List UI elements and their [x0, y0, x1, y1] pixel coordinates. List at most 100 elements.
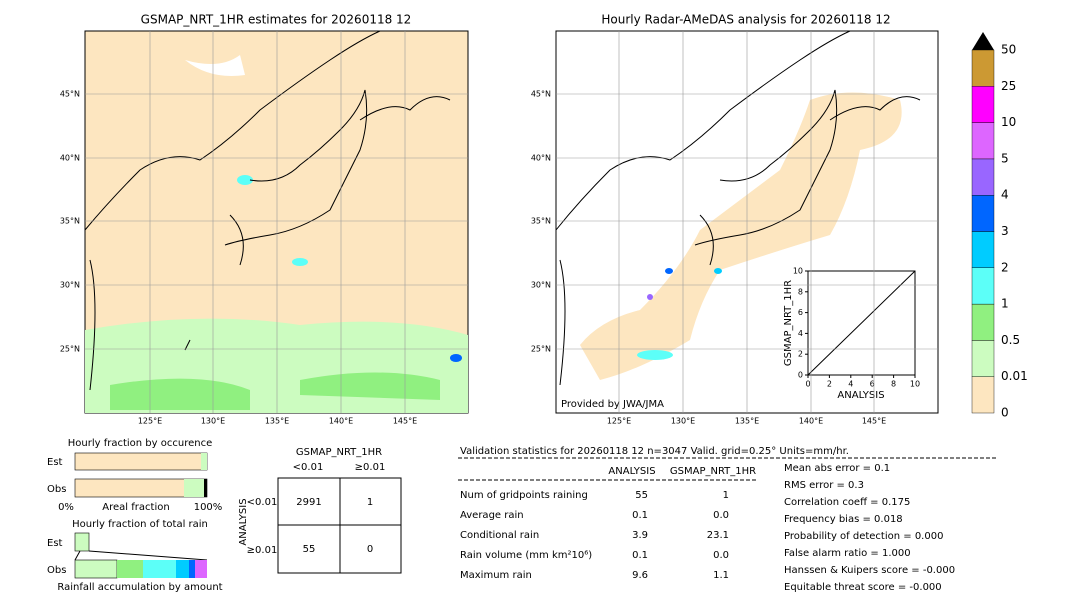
- lon-label: 125°E: [607, 417, 631, 426]
- colorbar-box: [971, 340, 995, 377]
- table-grid: [278, 478, 401, 573]
- column-header: <0.01: [293, 462, 324, 473]
- score: RMS error = 0.3: [784, 480, 864, 491]
- map-title: GSMAP_NRT_1HR estimates for 20260118 12: [141, 13, 412, 27]
- row-label: Maximum rain: [460, 570, 532, 581]
- lat-label: 45°N: [531, 90, 551, 99]
- column-header: GSMAP_NRT_1HR: [670, 466, 756, 477]
- lon-label: 140°E: [329, 417, 353, 426]
- colorbar-box: [971, 158, 995, 196]
- no-data: [185, 55, 245, 76]
- cell: 0: [367, 544, 373, 555]
- colorbar-label: 5: [1001, 151, 1009, 165]
- credit: Provided by JWA/JMA: [561, 399, 664, 410]
- axis-label: Areal fraction: [102, 502, 169, 513]
- rain-area: [580, 92, 902, 380]
- inset-x-label: ANALYSIS: [837, 390, 884, 401]
- y-tick-label: 8: [798, 287, 803, 296]
- colorbar-box: [971, 194, 995, 232]
- row-label: Average rain: [460, 510, 524, 521]
- y-tick-label: 6: [798, 308, 803, 317]
- cell: 2991: [296, 497, 321, 508]
- colorbar-label: 50: [1001, 43, 1016, 57]
- lon-label: 130°E: [201, 417, 225, 426]
- colorbar-box: [971, 122, 995, 160]
- colorbar-label: 4: [1001, 188, 1009, 202]
- coastline: [84, 30, 451, 391]
- inset-y-label: GSMAP_NRT_1HR: [783, 280, 794, 366]
- lon-label: 130°E: [671, 417, 695, 426]
- cell: 55: [303, 544, 316, 555]
- column-header: ANALYSIS: [608, 466, 655, 477]
- x-tick-label: 10: [910, 380, 920, 389]
- colorbar-box: [971, 303, 995, 341]
- fraction-bar: [143, 560, 176, 578]
- column-header: ≥0.01: [355, 462, 386, 473]
- rain-area: [110, 372, 440, 410]
- fraction-bar: [176, 560, 189, 578]
- colorbar: 0 0.01 0.5 1 2 3 4 5 10 25 50: [971, 32, 1028, 420]
- lat-label: 25°N: [60, 345, 80, 354]
- x-tick-label: 0: [805, 380, 810, 389]
- validation-header: Validation statistics for 20260118 12 n=…: [460, 446, 849, 457]
- score: Correlation coeff = 0.175: [784, 497, 910, 508]
- row-label: Obs: [47, 565, 66, 576]
- row-label: Obs: [47, 484, 66, 495]
- lon-label: 145°E: [393, 417, 417, 426]
- map-title: Hourly Radar-AMeDAS analysis for 2026011…: [601, 13, 890, 27]
- score: Hanssen & Kuipers score = -0.000: [784, 565, 955, 576]
- colorbar-label: 0.01: [1001, 369, 1028, 383]
- cell: 1: [367, 497, 373, 508]
- colorbar-label: 1: [1001, 297, 1009, 311]
- colorbar-label: 0.5: [1001, 333, 1020, 347]
- fraction-bar: [189, 560, 195, 578]
- colorbar-box: [971, 86, 995, 123]
- lat-label: 25°N: [531, 345, 551, 354]
- fraction-bar: [117, 560, 143, 578]
- score: Probability of detection = 0.000: [784, 531, 943, 542]
- table-ylabel: ANALYSIS: [238, 498, 249, 545]
- contingency-table: GSMAP_NRT_1HR <0.01 ≥0.01 ANALYSIS <0.01…: [238, 447, 402, 574]
- y-tick-label: 4: [798, 329, 803, 338]
- rain-area: [637, 350, 673, 360]
- analysis-value: 9.6: [632, 570, 648, 581]
- fraction-bar: [74, 559, 118, 579]
- lat-label: 45°N: [60, 90, 80, 99]
- row-header: ≥0.01: [247, 545, 278, 556]
- fraction-bar: [204, 479, 207, 497]
- fraction-bar: [195, 560, 207, 578]
- gsmap-value: 0.0: [713, 510, 729, 521]
- colorbar-box: [971, 49, 995, 87]
- colorbar-label: 3: [1001, 224, 1009, 238]
- y-tick-label: 0: [798, 371, 803, 380]
- colorbar-label: 10: [1001, 115, 1016, 129]
- colorbar-box: [971, 231, 995, 268]
- panel-footer: Rainfall accumulation by amount: [57, 582, 222, 593]
- lat-label: 35°N: [60, 217, 80, 226]
- diagonal: [807, 270, 916, 376]
- score: Mean abs error = 0.1: [784, 463, 890, 474]
- row-label: Conditional rain: [460, 530, 539, 541]
- analysis-value: 3.9: [632, 530, 648, 541]
- axis-label: 100%: [194, 502, 223, 513]
- coastline: [555, 30, 921, 386]
- lon-label: 135°E: [265, 417, 289, 426]
- score: Equitable threat score = -0.000: [784, 582, 942, 593]
- connector: [74, 550, 208, 561]
- lat-label: 40°N: [531, 154, 551, 163]
- lat-label: 35°N: [531, 217, 551, 226]
- y-tick-label: 2: [798, 350, 803, 359]
- x-tick-label: 4: [848, 380, 853, 389]
- left-map: [84, 30, 469, 414]
- row-label: Num of gridpoints raining: [460, 490, 588, 501]
- gsmap-value: 23.1: [707, 530, 729, 541]
- x-tick-label: 8: [891, 380, 896, 389]
- table-title: GSMAP_NRT_1HR: [296, 447, 382, 458]
- occurrence-panel: Hourly fraction by occurence Est Obs 0% …: [47, 438, 222, 513]
- row-label: Rain volume (mm km²10⁶): [460, 550, 592, 561]
- x-tick-label: 6: [870, 380, 875, 389]
- colorbar-box: [971, 376, 995, 414]
- fraction-bar: [74, 532, 90, 552]
- rain-area: [647, 294, 653, 300]
